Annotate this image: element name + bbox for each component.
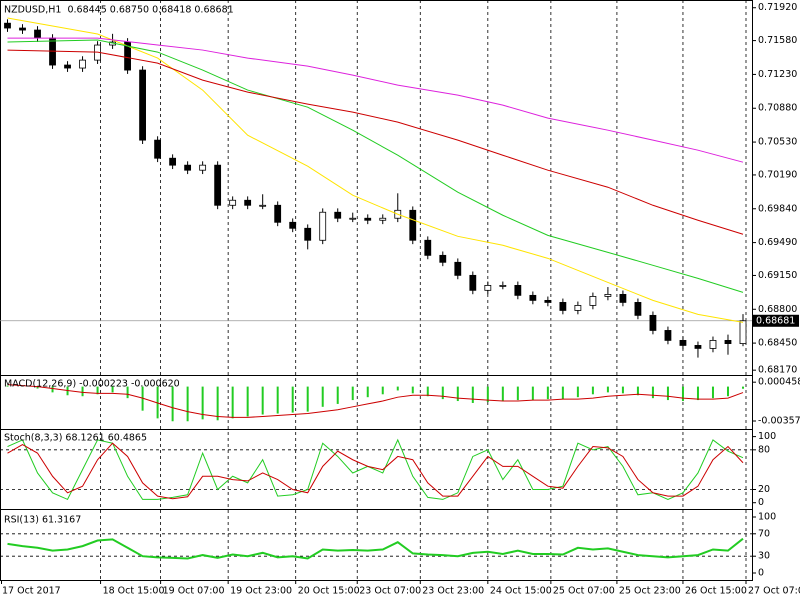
current-price-label: 0.68681 <box>756 315 795 326</box>
current-price-box <box>753 314 799 327</box>
y-tick-label: 100 <box>758 512 776 523</box>
moving-average <box>7 49 744 235</box>
candle-body <box>589 296 597 306</box>
panel-title: RSI(13) 61.3167 <box>4 515 81 526</box>
y-tick-label: 0.70190 <box>758 169 797 180</box>
candle-body <box>19 27 26 31</box>
x-tick-label: 19 Oct 07:00 <box>163 586 225 597</box>
marks-layer <box>4 17 747 560</box>
candle-body <box>544 299 552 303</box>
candle-body <box>469 274 477 291</box>
candle-body <box>34 29 41 39</box>
candle-body <box>244 199 252 206</box>
candle-body <box>64 64 71 69</box>
x-tick-label: 27 Oct 07:00 <box>748 586 800 597</box>
candle-body <box>664 330 672 341</box>
candle-body <box>514 285 522 296</box>
candle-body <box>319 211 327 241</box>
candle-body <box>364 217 372 221</box>
y-tick-label: 0.68170 <box>758 365 797 376</box>
y-tick-label: 0.000458 <box>758 377 800 388</box>
y-tick-label: 0 <box>758 497 764 508</box>
x-tick-label: 23 Oct 23:00 <box>422 586 484 597</box>
y-tick-label: 0.71580 <box>758 35 797 46</box>
candle-body <box>739 320 747 344</box>
y-tick-label: 0.69490 <box>758 237 797 248</box>
y-tick-label: 0.68450 <box>758 338 797 349</box>
candle-body <box>199 164 207 171</box>
candle-body <box>604 293 612 297</box>
candle-body <box>649 314 657 331</box>
y-tick-label: 0.71920 <box>758 2 797 13</box>
candle-body <box>619 293 627 303</box>
candle-body <box>574 305 582 311</box>
x-tick-label: 18 Oct 15:00 <box>103 586 165 597</box>
y-tick-label: -0.003573 <box>758 415 800 426</box>
x-tick-label: 20 Oct 15:00 <box>298 586 360 597</box>
candle-body <box>169 157 177 166</box>
x-tick-label: 19 Oct 23:00 <box>230 586 292 597</box>
candle-body <box>484 285 492 291</box>
candle-body <box>154 139 162 159</box>
plot-frame <box>0 0 753 581</box>
y-tick-label: 0.69150 <box>758 270 797 281</box>
x-tick-label: 24 Oct 15:00 <box>490 586 552 597</box>
candle-body <box>229 199 237 206</box>
candle-body <box>724 339 732 344</box>
y-tick-label: 30 <box>758 551 770 562</box>
candle-body <box>694 345 702 349</box>
candle-body <box>349 217 357 220</box>
candle-body <box>4 22 11 29</box>
panel-title: MACD(12,26,9) -0.000223 -0.000620 <box>4 379 180 390</box>
candle-body <box>259 204 267 207</box>
candle-body <box>214 164 222 206</box>
candle-body <box>79 59 86 69</box>
panel-title: NZDUSD,H1 0.68445 0.68750 0.68418 0.6868… <box>4 5 234 16</box>
moving-average <box>7 37 744 163</box>
candle-body <box>274 204 282 223</box>
x-tick-label: 25 Oct 23:00 <box>619 586 681 597</box>
candle-body <box>709 339 717 349</box>
candle-body <box>289 221 297 229</box>
y-tick-label: 0.71230 <box>758 69 797 80</box>
indicator-line <box>7 438 744 501</box>
y-tick-label: 0.70530 <box>758 137 797 148</box>
candle-body <box>334 211 342 219</box>
candle-body <box>559 302 567 311</box>
panel-title: Stoch(8,3,3) 68.1261 60.4865 <box>4 433 147 444</box>
candle-body <box>184 164 192 171</box>
y-tick-label: 0.69840 <box>758 203 797 214</box>
y-tick-label: 0.70880 <box>758 103 797 114</box>
candle-body <box>634 302 642 316</box>
candle-body <box>529 294 537 301</box>
indicator-line <box>7 442 744 500</box>
y-tick-label: 100 <box>758 431 776 442</box>
y-tick-label: 20 <box>758 484 770 495</box>
moving-average <box>7 39 744 293</box>
x-tick-label: 26 Oct 15:00 <box>685 586 747 597</box>
candle-body <box>679 339 687 346</box>
signal-line <box>7 384 744 418</box>
y-tick-label: 0.68800 <box>758 304 797 315</box>
candle-body <box>379 217 387 221</box>
x-tick-label: 23 Oct 07:00 <box>359 586 421 597</box>
indicator-line <box>7 537 744 560</box>
candle-body <box>409 209 417 241</box>
candle-body <box>139 69 146 141</box>
x-tick-label: 25 Oct 07:00 <box>553 586 615 597</box>
candle-body <box>499 285 507 287</box>
candle-body <box>454 261 462 276</box>
y-tick-label: 80 <box>758 444 770 455</box>
x-tick-label: 17 Oct 2017 <box>2 586 61 597</box>
candle-body <box>304 227 312 241</box>
grid-layer <box>0 0 756 584</box>
candle-body <box>424 239 432 256</box>
y-tick-label: 0 <box>758 568 764 579</box>
candle-body <box>439 254 447 263</box>
y-tick-label: 70 <box>758 528 770 539</box>
